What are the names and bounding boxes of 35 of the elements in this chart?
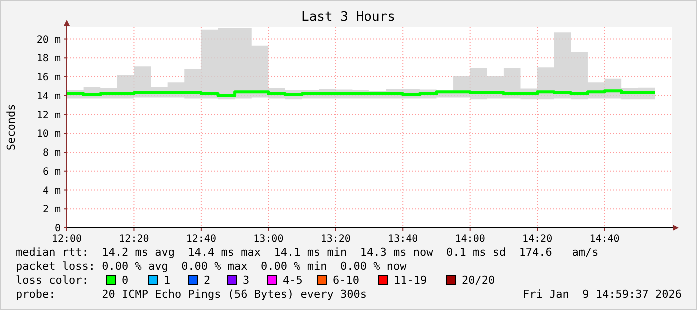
text: 20/20 xyxy=(462,274,496,287)
text: 4-5 xyxy=(283,274,303,287)
x-tick-label: 13:00 xyxy=(254,234,284,245)
x-tick-label: 13:20 xyxy=(320,234,351,245)
y-tick-label: 18 m xyxy=(36,54,61,65)
y-tick-label: 0 xyxy=(54,224,61,234)
text: 3 xyxy=(243,274,250,287)
y-tick-label: 8 m xyxy=(42,148,61,160)
y-tick-label: 20 m xyxy=(36,34,61,46)
text: 11-19 xyxy=(394,274,428,287)
text: packet loss: 0.00 % avg 0.00 % max 0.00 % min 0.00 % now xyxy=(16,260,408,273)
x-tick-label: 12:20 xyxy=(119,234,150,245)
y-axis-title: Seconds xyxy=(5,104,18,151)
text: loss color: xyxy=(16,274,89,287)
y-tick-label: 14 m xyxy=(36,91,61,102)
x-tick-label: 13:40 xyxy=(388,234,418,245)
y-tick-label: 16 m xyxy=(36,72,61,84)
text: Fri Jan 9 14:59:37 2026 xyxy=(523,288,682,301)
text: 1 xyxy=(164,274,171,287)
text: 6-10 xyxy=(333,274,360,287)
y-tick-label: 2 m xyxy=(42,204,61,216)
text: 0 xyxy=(122,274,129,287)
y-tick-label: 10 m xyxy=(36,129,61,140)
x-tick-label: 14:20 xyxy=(522,234,553,245)
text: 2 xyxy=(204,274,211,287)
x-tick-label: 12:00 xyxy=(52,234,82,245)
x-tick-label: 14:40 xyxy=(590,234,620,245)
x-tick-label: 14:00 xyxy=(455,234,486,245)
x-tick-label: 12:40 xyxy=(186,234,216,245)
chart-title: Last 3 Hours xyxy=(302,10,396,25)
y-tick-label: 4 m xyxy=(42,186,61,197)
text: median rtt: 14.2 ms avg 14.4 ms max 14.1 ms min 14.3 ms now 0.1 ms sd 174.6 am/s xyxy=(16,246,599,259)
y-tick-label: 12 m xyxy=(36,110,61,122)
y-tick-label: 6 m xyxy=(42,166,61,178)
text: probe: 20 ICMP Echo Pings (56 Bytes) every 300s xyxy=(16,288,367,301)
